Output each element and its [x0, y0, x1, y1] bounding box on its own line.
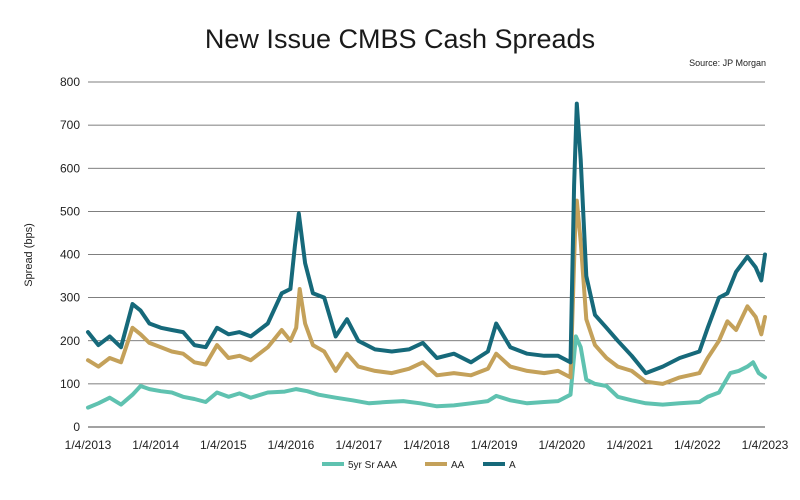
- y-tick-label: 300: [60, 291, 80, 305]
- legend: 5yr Sr AAA AA A: [322, 460, 516, 471]
- x-tick-label: 1/4/2023: [742, 438, 789, 452]
- y-tick-labels: 0 100 200 300 400 500 600 700 800: [60, 75, 80, 434]
- series-line-aa: [86, 198, 767, 386]
- x-tick-label: 1/4/2014: [132, 438, 179, 452]
- legend-label: 5yr Sr AAA: [348, 460, 397, 471]
- x-tick-label: 1/4/2022: [674, 438, 721, 452]
- legend-label: A: [509, 460, 516, 471]
- legend-label: AA: [451, 460, 465, 471]
- y-tick-label: 800: [60, 75, 80, 89]
- y-tick-label: 100: [60, 377, 80, 391]
- x-tick-label: 1/4/2013: [65, 438, 112, 452]
- y-tick-label: 600: [60, 161, 80, 175]
- x-tick-label: 1/4/2017: [335, 438, 382, 452]
- x-tick-labels: 1/4/2013 1/4/2014 1/4/2015 1/4/2016 1/4/2017…: [65, 438, 789, 452]
- gridlines: [88, 81, 765, 428]
- series-line-5yr-sr-aaa: [86, 334, 767, 410]
- chart-title: New Issue CMBS Cash Spreads: [204, 24, 596, 54]
- y-tick-label: 400: [60, 248, 80, 262]
- source-note: Source: JP Morgan: [689, 58, 766, 68]
- y-tick-label: 700: [60, 118, 80, 132]
- x-tick-label: 1/4/2016: [268, 438, 315, 452]
- y-tick-label: 200: [60, 334, 80, 348]
- x-tick-label: 1/4/2019: [471, 438, 518, 452]
- x-tick-label: 1/4/2015: [200, 438, 247, 452]
- series-lines: [86, 101, 767, 410]
- x-tick-label: 1/4/2021: [606, 438, 653, 452]
- series-line-a: [86, 101, 767, 376]
- x-tick-label: 1/4/2020: [538, 438, 585, 452]
- y-tick-label: 500: [60, 204, 80, 218]
- y-tick-label: 0: [73, 420, 80, 434]
- x-tick-label: 1/4/2018: [403, 438, 450, 452]
